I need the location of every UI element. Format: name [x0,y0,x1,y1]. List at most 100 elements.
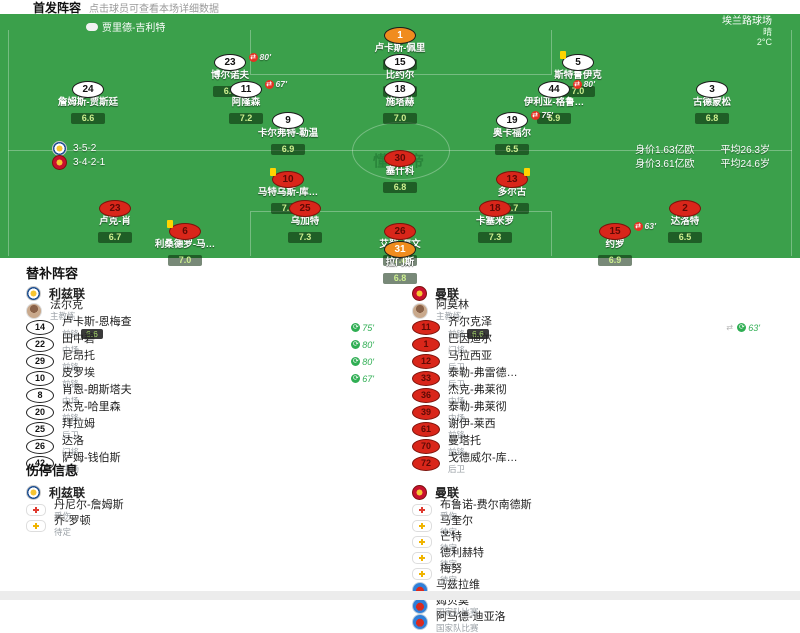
weather: 晴 [762,27,772,37]
sub-player-row[interactable]: 72 戈德威尔-库… 后卫 [400,453,786,474]
injury-player-name: 布鲁诺-费尔南德斯 [440,498,532,511]
sub-player-number: 36 [412,388,440,403]
sub-player-name: 泰勒-弗莱彻 [448,401,507,413]
sub-player-row[interactable]: 14 卢卡斯-恩梅查 前锋 6.6 ⟳ 75' [14,316,400,339]
sub-player-number: 22 [26,337,54,352]
sub-on-icon: ⟳ [351,357,361,366]
injury-text: 丹尼尔-詹姆斯 受伤 [54,499,124,521]
player-dot[interactable]: 24 詹姆斯-贾斯廷 6.6 [33,79,143,126]
player-dot[interactable]: 19 ⇄ 75' 奥卡福尔 6.5 [457,110,567,157]
sub-player-text: 泰勒-弗莱彻 中场 [448,402,507,423]
player-dot[interactable]: 18 施塔赫 7.0 [345,79,455,126]
sub-player-row[interactable]: 61 谢伊-莱西 前锋 [400,419,786,440]
sub-player-name: 肖恩-朗斯塔夫 [62,384,132,396]
sub-off-icon: ⇄ [572,80,582,89]
player-rating: 6.8 [383,273,417,284]
player-dot[interactable]: 44 ⇄ 80' 伊利亚-格鲁… 6.9 [499,79,609,126]
injury-player-name: 马兹拉维 [436,578,480,591]
sub-player-row[interactable]: 11 齐尔克泽 前锋 6.6 ⇄ ⟳ 63' [400,316,786,339]
player-dot[interactable]: 5 斯特鲁伊克 7.0 [523,51,633,99]
injury-row[interactable]: 乔-罗顿 待定 [14,515,400,536]
player-number: 13 [496,168,530,188]
player-dot[interactable]: 13 多尔古 6.7 [457,168,567,216]
subs-title: 替补阵容 [26,266,79,281]
sub-on-marker: ⟳ 67' [351,374,374,384]
sub-player-row[interactable]: 20 杰克-哈里森 前锋 [14,401,400,423]
sub-player-rating: 6.6 [81,328,103,339]
yellow-card-icon [167,220,173,228]
injury-row[interactable]: 德利赫特 待定 [400,547,786,569]
sub-off-time: 80' [259,52,271,62]
player-dot[interactable]: 9 卡尔弗特-勒温 6.9 [233,110,343,157]
player-dot[interactable]: 31 拉门斯 6.8 [345,239,455,286]
player-name: 达洛特 [670,216,700,227]
page-tip: 点击球员可查看本场详细数据 [89,3,220,15]
sub-player-row[interactable]: 22 田中碧 中场 ⟳ 80' [14,334,400,355]
player-dot[interactable]: 30 塞什科 6.8 [345,148,455,195]
player-dot[interactable]: 2 达洛特 6.5 [630,198,740,245]
away-squad-value: 身价3.61亿欧 [635,159,695,170]
player-rating: 7.0 [383,113,417,124]
injury-row[interactable]: 布鲁诺-费尔南德斯 受伤 [400,498,786,520]
pitch-sidelines [8,30,792,256]
sub-player-row[interactable]: 33 泰勒-弗雷德… 后卫 [400,368,786,389]
page-header: 首发阵容 点击球员可查看本场详细数据 [0,0,800,15]
player-dot[interactable]: 6 利桑德罗-马… 7.0 [130,220,240,268]
player-number: 10 [270,168,304,188]
player-dot[interactable]: 10 马特乌斯-库… 7.0 [233,168,343,216]
page-title: 首发阵容 [33,0,82,15]
sub-player-row[interactable]: 70 曼塔托 前锋 [400,436,786,457]
player-name: 卢卡斯-佩里 [374,43,426,54]
sub-player-row[interactable]: 26 达洛 门将 [14,436,400,457]
injuries-title: 伤停信息 [26,463,79,478]
coach-row[interactable]: 阿莫林 主教练 [400,300,786,321]
injury-team-name: 曼联 [435,485,460,500]
sub-player-row[interactable]: 25 拜拉姆 后卫 [14,419,400,440]
player-dot[interactable]: 25 乌加特 7.3 [250,198,360,245]
injury-row[interactable]: 马奎尔 待定 [400,515,786,536]
sub-player-row[interactable]: 12 马拉西亚 后卫 [400,351,786,372]
sub-player-number: 33 [412,371,440,386]
injuries-section: 伤停信息 利兹联 丹尼尔-詹姆斯 受伤 乔-罗顿 待定 曼联 布鲁诺-费尔南德斯 受伤 马奎尔… [0,455,800,632]
national-team-icon [412,614,428,630]
player-name: 比约尔 [385,70,415,81]
player-name: 奥卡福尔 [492,128,531,139]
player-dot[interactable]: 15 ⇄ 63' 约罗 6.9 [560,221,670,268]
sub-player-row[interactable]: 10 皮罗埃 前锋 ⟳ 67' [14,368,400,389]
leeds-badge-icon [26,286,41,301]
injury-row[interactable]: 阿马德-迪亚洛 国家队比赛 [400,611,786,632]
sub-player-row[interactable]: 42 萨姆-钱伯斯 中场 [14,453,400,474]
sub-player-position: 后卫 [448,379,466,389]
player-name: 阿隆森 [231,97,261,108]
sub-player-position: 门将 [448,345,466,355]
sub-on-time: 63' [748,322,760,333]
sub-player-name: 杰克-哈里森 [62,401,121,413]
injury-row[interactable]: 芒特 待定 [400,531,786,552]
away-formation-row: 3-4-2-1 [52,155,105,170]
sub-player-row[interactable]: 36 杰克-弗莱彻 中场 [400,385,786,406]
coach-row[interactable]: 法尔克 主教练 [14,300,400,321]
player-dot[interactable]: 11 ⇄ 67' 阿隆森 7.2 [191,79,301,126]
injury-team-row: 利兹联 [14,482,400,502]
sub-player-row[interactable]: 8 肖恩-朗斯塔夫 中场 [14,384,400,406]
coach-avatar [412,302,428,319]
injuries-home-column: 利兹联 丹尼尔-詹姆斯 受伤 乔-罗顿 待定 [14,482,400,630]
sub-player-row[interactable]: 1 巴因迪尔 门将 [400,334,786,355]
sub-player-number: 14 [26,320,54,335]
doubtful-icon [412,568,432,580]
player-name: 伊利亚-格鲁… [523,97,585,108]
sub-player-position: 中场 [448,396,466,406]
player-dot[interactable]: 23 卢克-肖 6.7 [60,198,170,245]
sub-player-number: 42 [26,456,54,471]
injury-status: 待定 [440,558,458,569]
sub-player-name: 尼昂托 [62,350,95,362]
sub-player-row[interactable]: 39 泰勒-弗莱彻 中场 [400,402,786,423]
injury-row[interactable]: 梅努 待定 [400,563,786,584]
injury-row[interactable]: 丹尼尔-詹姆斯 受伤 [14,499,400,521]
sub-player-text: 尼昂托 前锋 [62,351,95,372]
yellow-card-icon [270,168,276,176]
player-dot[interactable]: 18 卡塞米罗 7.3 [440,198,550,245]
player-dot[interactable]: 3 古德蒙松 6.8 [657,79,767,126]
sub-player-position: 中场 [448,413,466,423]
sub-player-row[interactable]: 29 尼昂托 前锋 ⟳ 80' [14,351,400,372]
